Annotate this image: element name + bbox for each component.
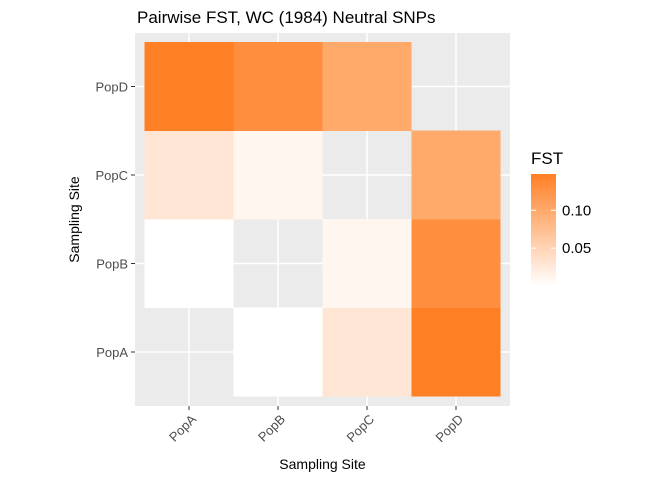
legend-tick-label-1: 0.10 <box>562 202 591 219</box>
heatmap-cell-popa-popb <box>144 219 234 308</box>
heatmap-cell-popd-popa <box>411 307 501 397</box>
heatmap-cell-popb-popc <box>233 130 323 220</box>
legend-ticks: 0.05 0.10 <box>531 202 591 257</box>
x-axis-ticks: PopA PopB PopC PopD <box>166 406 466 445</box>
heatmap-cell-popb-popa <box>233 307 323 397</box>
heatmap-cell-popb-popd <box>233 42 323 131</box>
y-tick-label-popa: PopA <box>96 345 128 360</box>
heatmap-cell-popa-popd <box>144 42 234 131</box>
legend-tick-label-0: 0.05 <box>562 240 591 257</box>
x-tick-label-popc: PopC <box>344 412 378 446</box>
x-tick-label-popd: PopD <box>433 412 467 446</box>
y-axis-title: Sampling Site <box>66 176 82 263</box>
heatmap-cells <box>144 42 501 397</box>
y-tick-label-popb: PopB <box>96 257 128 272</box>
y-tick-label-popd: PopD <box>95 80 128 95</box>
heatmap-cell-popa-popc <box>144 130 234 220</box>
x-tick-label-popb: PopB <box>255 412 288 445</box>
y-axis-ticks: PopA PopB PopC PopD <box>95 80 135 360</box>
chart-title: Pairwise FST, WC (1984) Neutral SNPs <box>137 8 436 27</box>
legend-colorbar <box>531 174 556 286</box>
heatmap-cell-popc-popb <box>322 219 412 308</box>
x-axis-title: Sampling Site <box>279 456 366 472</box>
heatmap-cell-popd-popb <box>411 219 501 308</box>
heatmap-cell-popc-popa <box>322 307 412 397</box>
x-tick-label-popa: PopA <box>166 411 199 444</box>
y-tick-label-popc: PopC <box>95 168 128 183</box>
heatmap-cell-popc-popd <box>322 42 412 131</box>
heatmap-cell-popd-popc <box>411 130 501 220</box>
legend-title: FST <box>531 149 563 168</box>
